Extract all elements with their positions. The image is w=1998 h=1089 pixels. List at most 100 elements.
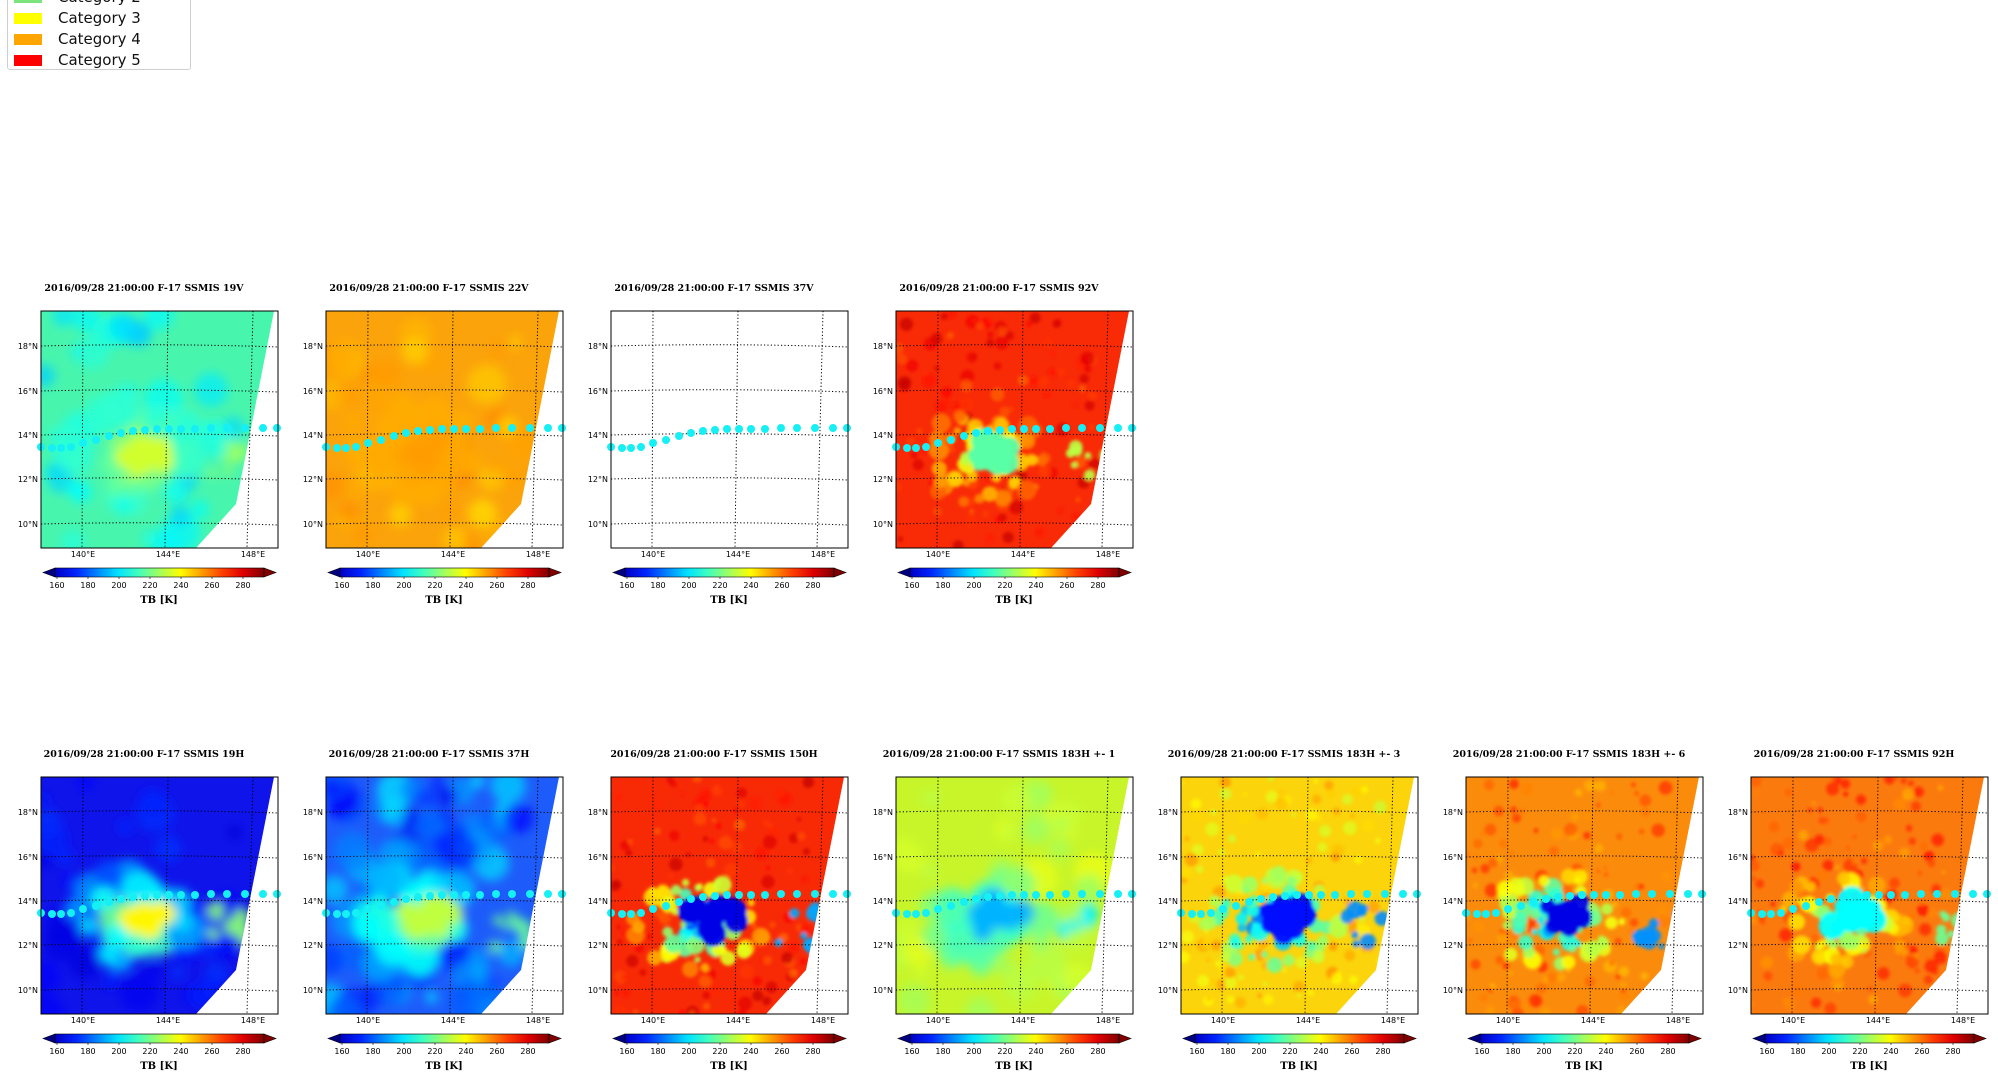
axes-frame xyxy=(40,310,279,549)
meridian-gridline xyxy=(1101,777,1109,1014)
storm-track-point xyxy=(934,439,942,447)
storm-track-point xyxy=(1399,890,1407,898)
storm-track-point xyxy=(1128,890,1136,898)
latitude-tick-label: 18°N xyxy=(873,808,893,817)
storm-track-point xyxy=(1032,891,1040,899)
storm-track-point xyxy=(141,426,149,434)
colorbar-min-extend xyxy=(327,1033,341,1044)
storm-track-point xyxy=(476,891,484,899)
latitude-tick-label: 14°N xyxy=(873,897,893,906)
storm-track-point xyxy=(1114,890,1122,898)
latitude-tick-label: 16°N xyxy=(588,853,608,862)
latitude-tick-label: 10°N xyxy=(588,986,608,995)
storm-track-point xyxy=(333,444,341,452)
colorbar-tick-label: 220 xyxy=(997,1047,1012,1056)
colorbar-label: TB [K] xyxy=(1565,1061,1603,1072)
meridian-gridline xyxy=(651,311,654,548)
axes-frame xyxy=(895,776,1134,1015)
storm-track-point xyxy=(1413,890,1421,898)
latitude-tick-label: 18°N xyxy=(18,342,38,351)
storm-track-point xyxy=(1331,891,1339,899)
storm-track-point xyxy=(747,425,755,433)
storm-track-point xyxy=(1542,895,1550,903)
latitude-tick-label: 16°N xyxy=(1443,853,1463,862)
storm-track-point xyxy=(1269,893,1277,901)
storm-track-point xyxy=(165,891,173,899)
storm-track-point xyxy=(79,905,87,913)
latitude-tick-label: 12°N xyxy=(873,475,893,484)
storm-track-point xyxy=(1078,424,1086,432)
colorbar-tick-label: 200 xyxy=(111,581,126,590)
meridian-gridline xyxy=(1019,311,1024,548)
longitude-tick-label: 140°E xyxy=(1496,1016,1520,1025)
storm-track-point xyxy=(947,902,955,910)
storm-track-point xyxy=(1777,909,1785,917)
longitude-tick-label: 140°E xyxy=(926,550,950,559)
colorbar-tick-label: 260 xyxy=(489,581,504,590)
storm-track-point xyxy=(526,424,534,432)
longitude-tick-label: 140°E xyxy=(1211,1016,1235,1025)
meridian-gridline xyxy=(164,777,169,1014)
storm-track-point xyxy=(207,424,215,432)
colorbar-tick-label: 280 xyxy=(520,1047,535,1056)
meridian-gridline xyxy=(651,777,654,1014)
brightness-temperature-panel: 2016/09/28 21:00:00 F-17 SSMIS 183H +- 3… xyxy=(1141,749,1421,1089)
meridian-gridline xyxy=(531,311,539,548)
meridian-gridline xyxy=(246,777,254,1014)
colorbar-tick-label: 240 xyxy=(458,1047,473,1056)
storm-track-point xyxy=(1578,891,1586,899)
brightness-temperature-panel: 2016/09/28 21:00:00 F-17 SSMIS 19H 18°N 16… xyxy=(1,749,281,1089)
storm-track-point xyxy=(1917,890,1925,898)
storm-track-point xyxy=(426,426,434,434)
latitude-tick-label: 18°N xyxy=(873,342,893,351)
colorbar-max-extend xyxy=(1118,1033,1132,1044)
panel-plot: 18°N 16°N 14°N 12°N 10°N 140°E 144°E 148°E 160 18… xyxy=(1443,776,1706,1056)
panel-plot: 18°N 16°N 14°N 12°N 10°N 140°E 144°E 148°E 160 18… xyxy=(303,776,566,1056)
storm-track-point xyxy=(912,910,920,918)
axes-frame xyxy=(325,776,564,1015)
colorbar-tick-label: 280 xyxy=(235,581,250,590)
storm-track-point xyxy=(996,892,1004,900)
storm-track-point xyxy=(1901,891,1909,899)
brightness-temperature-panel: 2016/09/28 21:00:00 F-17 SSMIS 92H 18°N 16… xyxy=(1711,749,1991,1089)
storm-track-point xyxy=(687,429,695,437)
colorbar-label: TB [K] xyxy=(710,1061,748,1072)
storm-track-point xyxy=(711,892,719,900)
colorbar-tick-label: 280 xyxy=(235,1047,250,1056)
panel-plot: 18°N 16°N 14°N 12°N 10°N 140°E 144°E 148°E 160 18… xyxy=(1158,776,1421,1056)
colorbar-tick-label: 240 xyxy=(1028,1047,1043,1056)
colorbar-max-extend xyxy=(833,567,847,578)
colorbar-tick-label: 280 xyxy=(1090,1047,1105,1056)
latitude-tick-label: 14°N xyxy=(1728,897,1748,906)
latitude-tick-label: 16°N xyxy=(18,853,38,862)
colorbar-min-extend xyxy=(897,567,911,578)
panel-title: 2016/09/28 21:00:00 F-17 SSMIS 92H xyxy=(1753,749,1955,760)
longitude-tick-label: 144°E xyxy=(1296,1016,1320,1025)
storm-track-point xyxy=(526,890,534,898)
meridian-gridline xyxy=(531,777,539,1014)
storm-track-point xyxy=(662,902,670,910)
storm-track-point xyxy=(105,898,113,906)
latitude-tick-label: 18°N xyxy=(18,808,38,817)
colorbar-label: TB [K] xyxy=(710,595,748,606)
colorbar-min-extend xyxy=(42,567,56,578)
colorbar-tick-label: 200 xyxy=(396,1047,411,1056)
storm-track-point xyxy=(1887,891,1895,899)
storm-track-point xyxy=(223,424,231,432)
legend-swatch xyxy=(14,13,42,24)
brightness-temperature-panel: 2016/09/28 21:00:00 F-17 SSMIS 92V 18°N 16… xyxy=(856,283,1136,623)
colorbar-tick-label: 200 xyxy=(1251,1047,1266,1056)
latitude-tick-label: 12°N xyxy=(1728,941,1748,950)
storm-track-point xyxy=(92,902,100,910)
panel-title: 2016/09/28 21:00:00 F-17 SSMIS 183H +- 1 xyxy=(882,749,1116,760)
storm-track-point xyxy=(48,444,56,452)
storm-track-point xyxy=(377,436,385,444)
panel-title: 2016/09/28 21:00:00 F-17 SSMIS 183H +- 6 xyxy=(1452,749,1686,760)
longitude-tick-label: 140°E xyxy=(641,550,665,559)
colorbar-tick-label: 200 xyxy=(681,1047,696,1056)
storm-track-point xyxy=(1473,910,1481,918)
colorbar-min-extend xyxy=(612,1033,626,1044)
colorbar-tick-label: 220 xyxy=(1282,1047,1297,1056)
storm-track-point xyxy=(450,891,458,899)
storm-track-point xyxy=(1767,910,1775,918)
